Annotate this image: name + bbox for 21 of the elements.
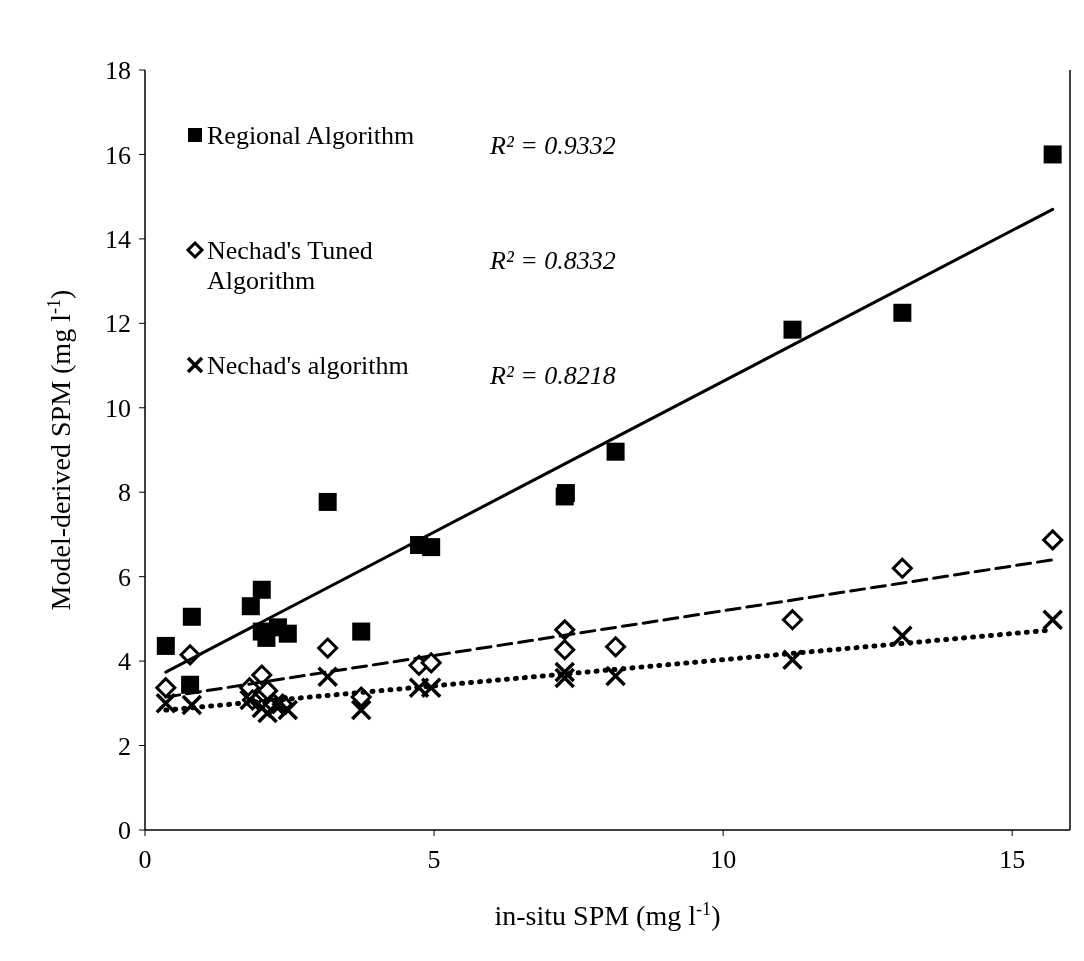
- x-tick-label: 5: [427, 845, 441, 874]
- y-tick-label: 14: [105, 224, 131, 254]
- annotation: R² = 0.8332: [489, 246, 616, 276]
- y-tick-label: 18: [105, 56, 131, 86]
- x-tick-label: 15: [999, 845, 1026, 874]
- legend-label: Nechad's algorithm: [207, 351, 409, 381]
- y-tick-label: 8: [118, 478, 131, 508]
- annotation: R² = 0.8218: [489, 361, 616, 391]
- x-tick-label: 0: [138, 845, 152, 874]
- y-tick-label: 2: [118, 731, 131, 761]
- legend-label: Nechad's Tuned Algorithm: [207, 236, 373, 295]
- x-tick-label: 10: [710, 845, 737, 874]
- y-tick-label: 16: [105, 140, 131, 170]
- y-tick-label: 4: [118, 647, 131, 677]
- y-tick-label: 12: [105, 309, 131, 339]
- legend-label: Regional Algorithm: [207, 121, 415, 151]
- y-tick-label: 10: [105, 393, 131, 423]
- annotation: R² = 0.9332: [489, 131, 616, 161]
- y-tick-label: 6: [118, 562, 131, 592]
- y-tick-label: 0: [118, 816, 131, 846]
- x-axis-title: in-situ SPM (mg l$^{-1}$): [494, 899, 721, 931]
